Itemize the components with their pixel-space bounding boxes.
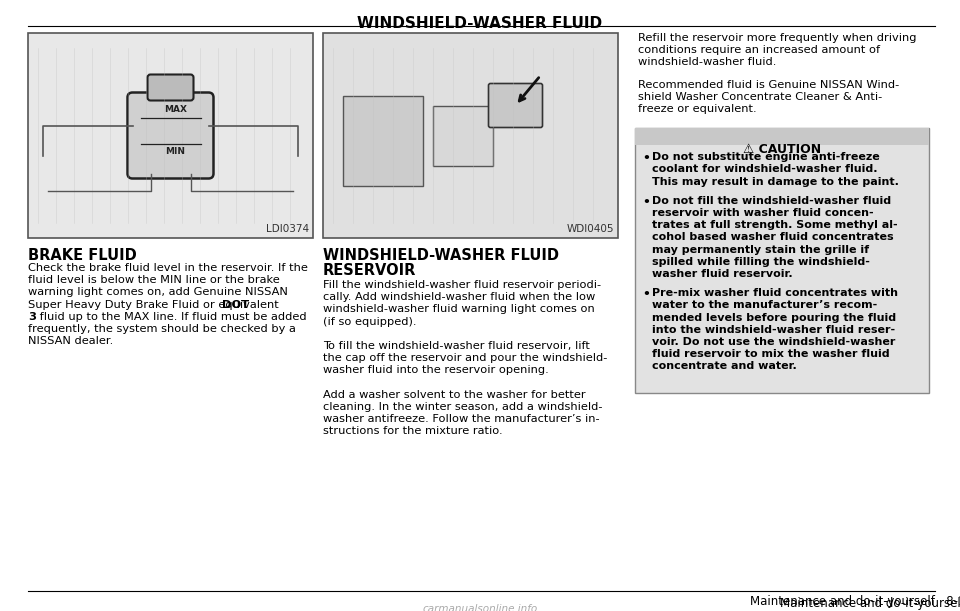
- Text: fluid level is below the MIN line or the brake: fluid level is below the MIN line or the…: [28, 275, 279, 285]
- Bar: [635, 128, 929, 393]
- Text: 8-13: 8-13: [935, 595, 960, 608]
- Text: Check the brake fluid level in the reservoir. If the: Check the brake fluid level in the reser…: [28, 263, 308, 273]
- Text: frequently, the system should be checked by a: frequently, the system should be checked…: [28, 324, 296, 334]
- Text: LDI0374: LDI0374: [266, 224, 309, 234]
- Text: warning light comes on, add Genuine NISSAN: warning light comes on, add Genuine NISS…: [28, 287, 288, 298]
- Text: may permanently stain the grille if: may permanently stain the grille if: [652, 244, 869, 255]
- Text: RESERVOIR: RESERVOIR: [323, 263, 417, 278]
- FancyBboxPatch shape: [148, 75, 194, 100]
- Text: voir. Do not use the windshield-washer: voir. Do not use the windshield-washer: [652, 337, 896, 347]
- Bar: [323, 33, 618, 238]
- Text: Do not substitute engine anti-freeze: Do not substitute engine anti-freeze: [652, 152, 879, 162]
- Text: This may result in damage to the paint.: This may result in damage to the paint.: [652, 177, 899, 186]
- FancyBboxPatch shape: [489, 84, 542, 128]
- Text: •: •: [642, 152, 650, 165]
- Text: MAX: MAX: [164, 104, 187, 114]
- Text: NISSAN dealer.: NISSAN dealer.: [28, 336, 113, 346]
- Text: Fill the windshield-washer fluid reservoir periodi-: Fill the windshield-washer fluid reservo…: [323, 280, 601, 290]
- Text: water to the manufacturer’s recom-: water to the manufacturer’s recom-: [652, 301, 877, 310]
- Text: Refill the reservoir more frequently when driving: Refill the reservoir more frequently whe…: [638, 33, 917, 43]
- Text: ⚠ CAUTION: ⚠ CAUTION: [743, 143, 821, 156]
- Text: Do not fill the windshield-washer fluid: Do not fill the windshield-washer fluid: [652, 196, 891, 206]
- Text: (if so equipped).: (if so equipped).: [323, 316, 417, 327]
- Text: Maintenance and do-it-yourself: Maintenance and do-it-yourself: [750, 595, 935, 608]
- Text: washer antifreeze. Follow the manufacturer’s in-: washer antifreeze. Follow the manufactur…: [323, 414, 600, 424]
- Text: MIN: MIN: [165, 147, 185, 156]
- Text: WINDSHIELD-WASHER FLUID: WINDSHIELD-WASHER FLUID: [357, 16, 603, 31]
- Text: Pre-mix washer fluid concentrates with: Pre-mix washer fluid concentrates with: [652, 288, 898, 298]
- Text: freeze or equivalent.: freeze or equivalent.: [638, 104, 756, 114]
- Bar: [28, 33, 313, 238]
- Text: concentrate and water.: concentrate and water.: [652, 361, 797, 371]
- Text: •: •: [642, 196, 650, 209]
- Text: trates at full strength. Some methyl al-: trates at full strength. Some methyl al-: [652, 220, 898, 230]
- Text: BRAKE FLUID: BRAKE FLUID: [28, 248, 136, 263]
- Text: washer fluid reservoir.: washer fluid reservoir.: [652, 269, 793, 279]
- Text: into the windshield-washer fluid reser-: into the windshield-washer fluid reser-: [652, 325, 895, 335]
- Text: structions for the mixture ratio.: structions for the mixture ratio.: [323, 426, 503, 436]
- Text: To fill the windshield-washer fluid reservoir, lift: To fill the windshield-washer fluid rese…: [323, 341, 589, 351]
- Text: Maintenance and do-it-yourself   8-13: Maintenance and do-it-yourself 8-13: [780, 597, 960, 610]
- Text: DOT: DOT: [222, 299, 250, 310]
- Text: carmanualsonline.info: carmanualsonline.info: [422, 604, 538, 611]
- Text: mended levels before pouring the fluid: mended levels before pouring the fluid: [652, 313, 896, 323]
- Text: fluid reservoir to mix the washer fluid: fluid reservoir to mix the washer fluid: [652, 349, 890, 359]
- Text: shield Washer Concentrate Cleaner & Anti-: shield Washer Concentrate Cleaner & Anti…: [638, 92, 882, 102]
- Text: spilled while filling the windshield-: spilled while filling the windshield-: [652, 257, 870, 267]
- Text: cleaning. In the winter season, add a windshield-: cleaning. In the winter season, add a wi…: [323, 402, 603, 412]
- Text: WINDSHIELD-WASHER FLUID: WINDSHIELD-WASHER FLUID: [323, 248, 559, 263]
- Text: Super Heavy Duty Brake Fluid or equivalent: Super Heavy Duty Brake Fluid or equivale…: [28, 299, 282, 310]
- Text: cally. Add windshield-washer fluid when the low: cally. Add windshield-washer fluid when …: [323, 292, 595, 302]
- Text: windshield-washer fluid.: windshield-washer fluid.: [638, 57, 777, 67]
- Text: windshield-washer fluid warning light comes on: windshield-washer fluid warning light co…: [323, 304, 595, 315]
- Text: cohol based washer fluid concentrates: cohol based washer fluid concentrates: [652, 232, 894, 243]
- Text: WDI0405: WDI0405: [566, 224, 614, 234]
- Text: the cap off the reservoir and pour the windshield-: the cap off the reservoir and pour the w…: [323, 353, 608, 363]
- FancyBboxPatch shape: [128, 92, 213, 178]
- Text: 3: 3: [28, 312, 36, 322]
- Text: Recommended fluid is Genuine NISSAN Wind-: Recommended fluid is Genuine NISSAN Wind…: [638, 79, 900, 90]
- Bar: [433, 106, 493, 166]
- Bar: [343, 95, 423, 186]
- Text: •: •: [642, 288, 650, 301]
- Text: coolant for windshield-washer fluid.: coolant for windshield-washer fluid.: [652, 164, 877, 174]
- Text: washer fluid into the reservoir opening.: washer fluid into the reservoir opening.: [323, 365, 549, 375]
- Text: fluid up to the MAX line. If fluid must be added: fluid up to the MAX line. If fluid must …: [36, 312, 306, 322]
- Bar: [635, 128, 929, 145]
- Text: conditions require an increased amount of: conditions require an increased amount o…: [638, 45, 880, 55]
- Text: Add a washer solvent to the washer for better: Add a washer solvent to the washer for b…: [323, 390, 586, 400]
- Text: reservoir with washer fluid concen-: reservoir with washer fluid concen-: [652, 208, 874, 218]
